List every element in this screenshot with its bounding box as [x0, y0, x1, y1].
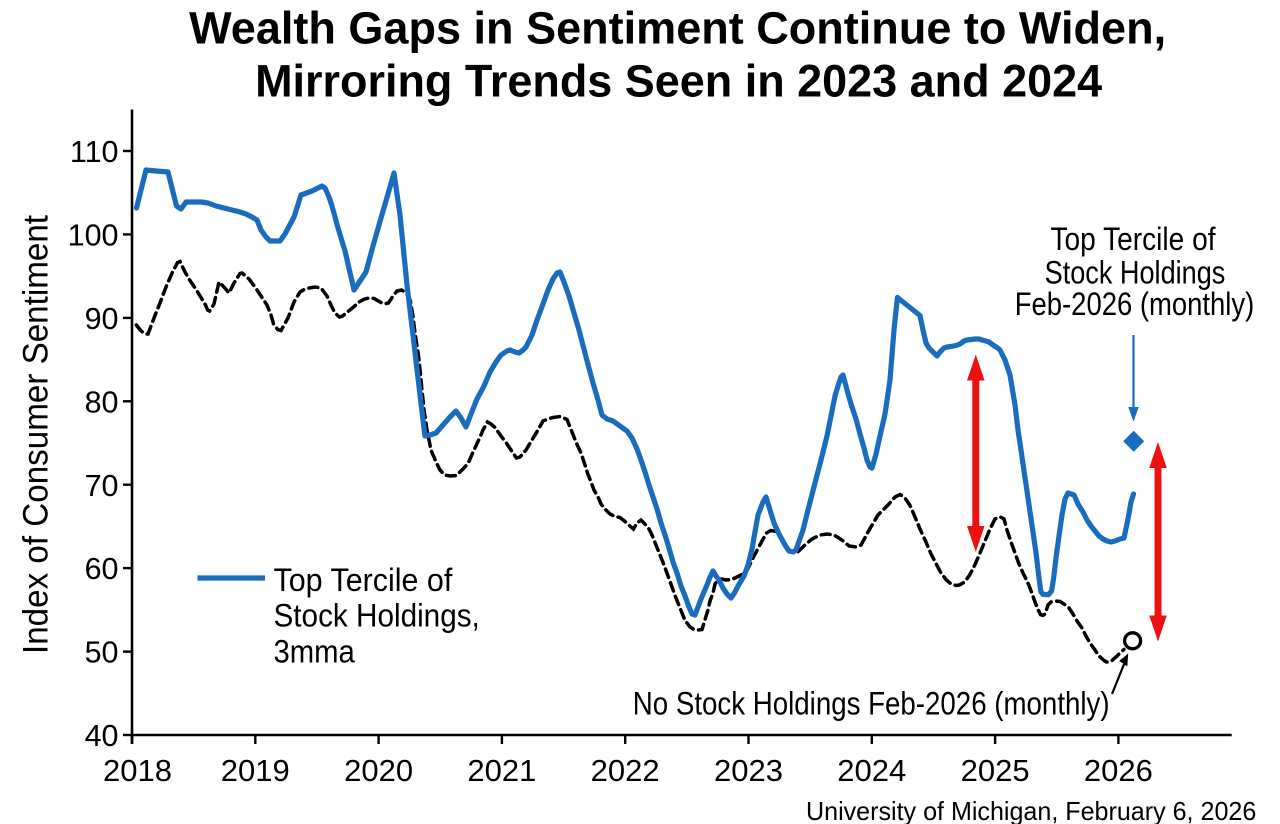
svg-text:2026: 2026: [1084, 754, 1153, 788]
svg-text:No Stock Holdings Feb-2026 (mo: No Stock Holdings Feb-2026 (monthly): [633, 686, 1110, 722]
svg-text:2022: 2022: [591, 754, 660, 788]
svg-text:2024: 2024: [837, 754, 906, 788]
svg-text:2020: 2020: [344, 754, 413, 788]
svg-text:2021: 2021: [467, 754, 536, 788]
svg-text:110: 110: [70, 135, 119, 169]
svg-text:Feb-2026 (monthly): Feb-2026 (monthly): [1015, 286, 1255, 322]
svg-text:Stock Holdings,: Stock Holdings,: [274, 598, 480, 634]
svg-text:50: 50: [85, 636, 119, 670]
svg-text:Top Tercile of: Top Tercile of: [274, 562, 453, 598]
svg-text:2025: 2025: [961, 754, 1030, 788]
svg-text:70: 70: [85, 469, 119, 503]
svg-text:40: 40: [85, 719, 119, 753]
svg-text:60: 60: [85, 552, 119, 586]
svg-text:Mirroring Trends Seen in 2023: Mirroring Trends Seen in 2023 and 2024: [255, 55, 1102, 106]
svg-text:100: 100: [68, 219, 119, 253]
svg-text:Top Tercile of: Top Tercile of: [1051, 221, 1216, 257]
svg-text:3mma: 3mma: [274, 634, 355, 670]
svg-text:University of Michigan, Februa: University of Michigan, February 6, 2026: [806, 796, 1256, 824]
svg-text:2023: 2023: [714, 754, 783, 788]
svg-text:Wealth Gaps in Sentiment Conti: Wealth Gaps in Sentiment Continue to Wid…: [189, 3, 1166, 54]
svg-text:2018: 2018: [103, 754, 172, 788]
svg-text:2019: 2019: [221, 754, 290, 788]
svg-text:Index of Consumer Sentiment: Index of Consumer Sentiment: [17, 215, 56, 654]
svg-text:90: 90: [85, 302, 119, 336]
svg-text:80: 80: [85, 385, 119, 419]
svg-text:Stock Holdings: Stock Holdings: [1045, 254, 1226, 290]
